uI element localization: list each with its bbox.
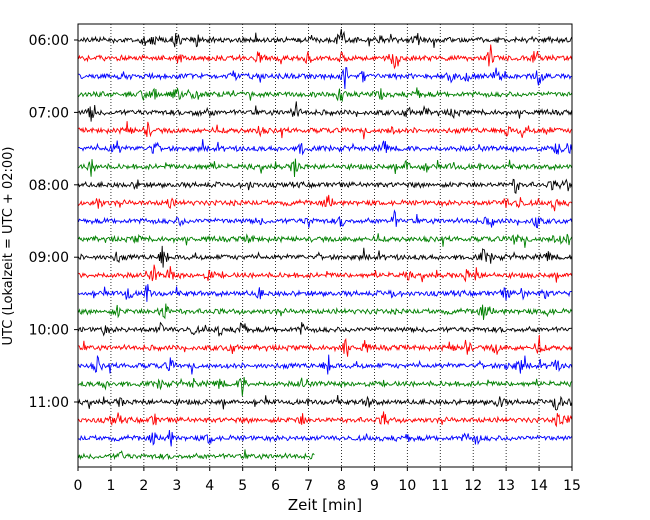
trace-line: [78, 87, 573, 102]
trace-line: [78, 28, 573, 48]
x-tick-label: 2: [139, 478, 148, 494]
trace-line: [78, 233, 573, 248]
x-tick-label: 7: [304, 478, 313, 494]
trace-line: [78, 303, 573, 320]
x-tick-label: 13: [497, 478, 515, 494]
x-tick-label: 12: [464, 478, 482, 494]
y-axis-label: UTC (Lokalzeit = UTC + 02:00): [1, 147, 16, 346]
x-tick-label: 10: [398, 478, 416, 494]
trace-line: [78, 44, 573, 70]
trace-line: [78, 194, 573, 212]
x-tick-label: 5: [238, 478, 247, 494]
x-tick-label: 1: [106, 478, 115, 494]
x-axis-label: Zeit [min]: [288, 496, 362, 514]
trace-line: [78, 449, 315, 461]
trace-line: [78, 264, 573, 283]
x-tick-label: 14: [530, 478, 548, 494]
x-tick-label: 15: [563, 478, 581, 494]
trace-line: [78, 284, 572, 302]
trace-line: [78, 334, 573, 357]
x-tick-label: 0: [74, 478, 83, 494]
x-tick-label: 11: [431, 478, 449, 494]
trace-line: [78, 395, 573, 411]
y-tick-label: 08:00: [29, 178, 69, 194]
trace-line: [78, 121, 573, 140]
trace-line: [78, 411, 573, 428]
x-tick-label: 3: [172, 478, 181, 494]
y-tick-label: 06:00: [29, 33, 69, 49]
trace-line: [78, 245, 573, 268]
trace-layer: [78, 28, 573, 461]
grid-lines: [110, 24, 540, 467]
trace-line: [78, 178, 573, 194]
trace-line: [78, 139, 573, 156]
y-tick-label: 11:00: [29, 395, 69, 411]
trace-line: [78, 101, 573, 122]
x-tick-label: 6: [271, 478, 280, 494]
trace-line: [78, 209, 573, 229]
y-tick-label: 09:00: [29, 250, 69, 266]
trace-line: [78, 67, 572, 90]
plot-frame: [77, 23, 573, 468]
trace-line: [78, 321, 572, 337]
y-tick-label: 07:00: [29, 105, 69, 121]
x-tick-label: 4: [205, 478, 214, 494]
trace-line: [78, 430, 573, 447]
y-tick-label: 10:00: [29, 323, 69, 339]
y-axis: 06:00 07:00 08:00 09:00 10:00 11:00: [29, 33, 78, 411]
x-tick-label: 9: [370, 478, 379, 494]
x-axis: 0 1 2 3 4 5 6 7 8 9 10 11 12 13 14 15: [74, 467, 581, 494]
trace-line: [78, 158, 573, 178]
trace-line: [78, 376, 573, 397]
trace-line: [78, 354, 573, 375]
x-tick-label: 8: [337, 478, 346, 494]
